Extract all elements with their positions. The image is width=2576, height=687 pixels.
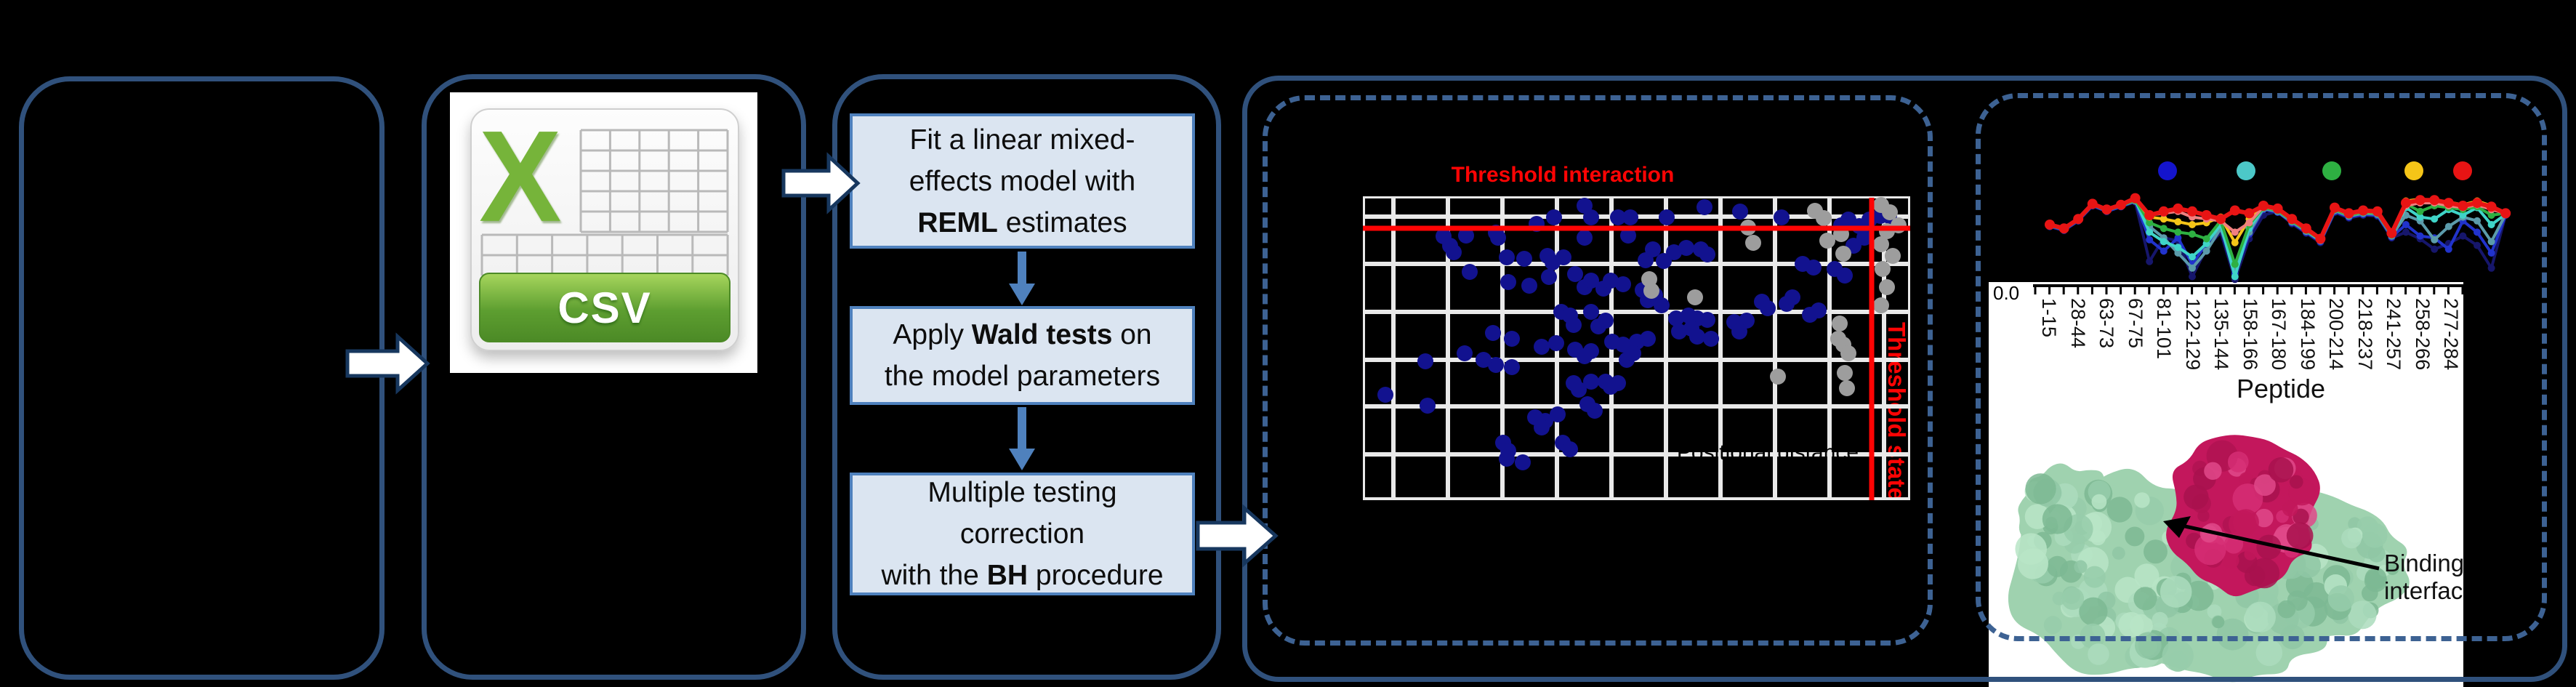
step-text-line: with the BH procedure: [881, 560, 1164, 591]
y-axis-tick-label: 0.0: [1993, 282, 2020, 304]
step-text-line: correction: [959, 518, 1085, 550]
arrow-csv-to-stats: [781, 152, 861, 214]
step-wald-tests: Apply Wald tests on the model parameters: [850, 306, 1195, 405]
profile-results-box: [1976, 93, 2547, 641]
excel-x-glyph: X: [479, 108, 562, 249]
svg-text:Positional distance: Positional distance: [1677, 441, 1859, 465]
step-fit-model: Fit a linear mixed-effects model with REM…: [850, 113, 1195, 249]
csv-export-box: [422, 74, 806, 680]
peptide-axis-title: Peptide: [2236, 374, 2326, 403]
arrow-input-to-csv: [345, 332, 430, 395]
protein-structure-image: [2008, 435, 2410, 683]
arrow-step2-to-step3: [1009, 407, 1035, 470]
results-outer-box: [1242, 76, 2567, 682]
binding-interface-text-line: interface: [2384, 577, 2463, 604]
csv-banner-label: CSV: [558, 283, 652, 332]
input-data-box: [19, 76, 385, 680]
step-text-line: Fit a linear mixed-: [909, 124, 1135, 156]
step-text-line: REML estimates: [917, 206, 1127, 238]
binding-interface-label: Bindinginterface: [2384, 550, 2463, 605]
arrow-step1-to-step2: [1009, 252, 1035, 305]
csv-banner: CSV: [479, 273, 730, 342]
threshold-plot-box: [1263, 95, 1933, 646]
csv-file-icon: X CSV: [470, 108, 739, 351]
step-bh-correction: Multiple testing correction with the BH pr…: [850, 473, 1195, 595]
step-text-line: Multiple testing: [927, 477, 1117, 508]
arrow-stats-to-results: [1196, 504, 1279, 568]
binding-interface-text-line: Binding: [2384, 550, 2463, 576]
statistics-box: [832, 74, 1221, 680]
csv-file-card: X CSV: [450, 92, 757, 373]
step-text-line: Apply Wald tests on: [893, 319, 1152, 350]
peptide-axis: [2033, 284, 2463, 294]
scatter-title: Threshold interaction: [1451, 163, 1675, 187]
results-panel: 0.0 1-15 28-44 63-73 67-75 81-101 122-129 135-…: [1989, 282, 2463, 687]
step-text-line: effects model with: [909, 165, 1136, 197]
step-text-line: the model parameters: [884, 361, 1161, 392]
spreadsheet-grid: [480, 129, 729, 277]
uptake-profile-chart: [2045, 161, 2511, 284]
